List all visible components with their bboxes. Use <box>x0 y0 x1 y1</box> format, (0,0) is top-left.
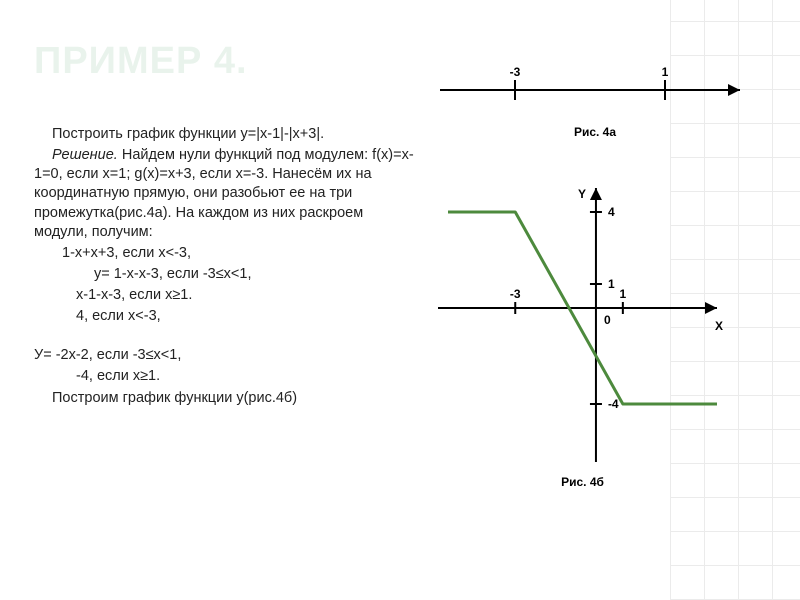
figure-4b: 0 Y X -3 1 4 1 -4 Рис. 4б <box>430 170 735 490</box>
figure-4a-caption: Рис. 4а <box>430 125 760 139</box>
figure-4b-caption: Рис. 4б <box>430 475 735 489</box>
svg-text:X: X <box>715 319 723 333</box>
case-line-6: -4, если x≥1. <box>34 367 414 386</box>
figure-4a-svg: -3 1 <box>430 50 760 120</box>
problem-statement: Построить график функции y=|x-1|-|x+3|. <box>34 125 414 144</box>
figure-4a: -3 1 Рис. 4а <box>430 50 760 140</box>
svg-text:-3: -3 <box>510 65 521 79</box>
case-line-1: 1-x+x+3, если x<-3, <box>34 244 414 263</box>
solution-paragraph: Решение. Найдем нули функций под модулем… <box>34 146 414 242</box>
solution-label: Решение. <box>34 146 118 165</box>
case-line-3: x-1-x-3, если x≥1. <box>34 286 414 305</box>
conclusion-line: Построим график функции у(рис.4б) <box>34 389 414 408</box>
svg-text:4: 4 <box>608 205 615 219</box>
solution-text: Построить график функции y=|x-1|-|x+3|. … <box>34 125 414 410</box>
svg-text:1: 1 <box>662 65 669 79</box>
figure-4b-svg: 0 Y X -3 1 4 1 -4 <box>430 170 735 470</box>
svg-text:Y: Y <box>578 187 586 201</box>
case-line-2: y= 1-x-x-3, если -3≤x<1, <box>34 265 414 284</box>
case-line-5: У= -2x-2, если -3≤x<1, <box>34 346 414 365</box>
svg-text:-4: -4 <box>608 397 619 411</box>
svg-text:0: 0 <box>604 313 611 327</box>
svg-text:1: 1 <box>608 277 615 291</box>
page-title: ПРИМЕР 4. <box>34 40 248 83</box>
case-line-4: 4, если x<-3, <box>34 307 414 326</box>
svg-text:1: 1 <box>620 287 627 301</box>
svg-text:-3: -3 <box>510 287 521 301</box>
